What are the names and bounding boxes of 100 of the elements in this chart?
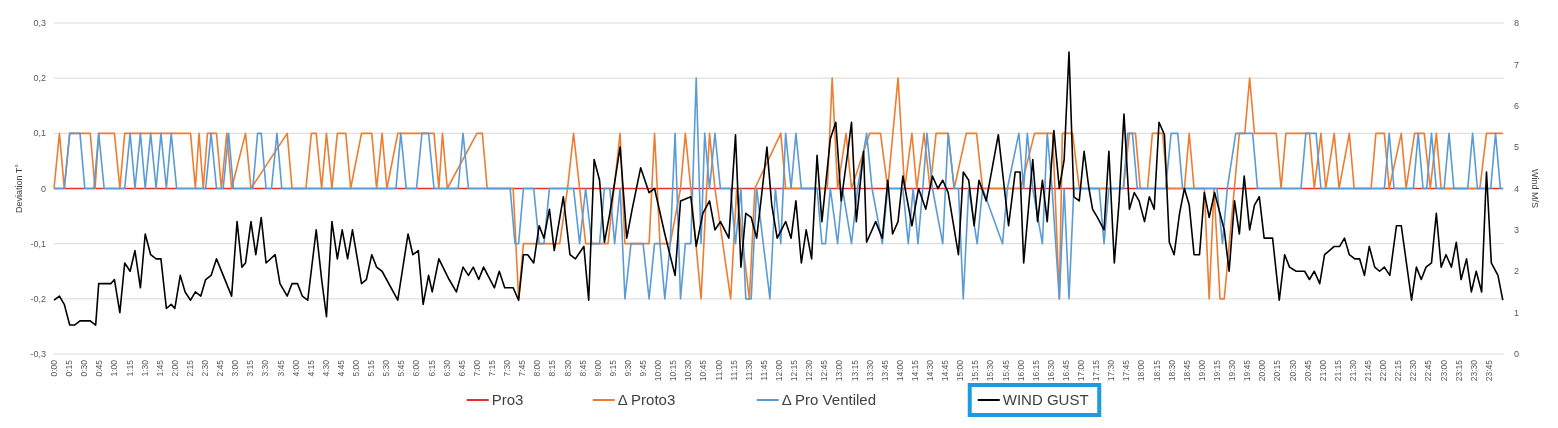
- x-tick-label: 0:00: [48, 359, 59, 377]
- x-tick-label: 23:45: [1483, 359, 1494, 382]
- x-tick-label: 19:45: [1242, 359, 1253, 382]
- x-tick-label: 11:30: [743, 359, 754, 381]
- x-tick-label: 11:45: [758, 359, 769, 381]
- x-tick-label: 17:30: [1106, 359, 1117, 382]
- x-tick-label: 15:45: [1000, 359, 1011, 382]
- x-tick-label: 6:15: [426, 359, 437, 377]
- x-tick-label: 10:15: [668, 359, 679, 382]
- x-tick-label: 14:00: [894, 359, 905, 382]
- legend-label: WIND GUST: [1002, 391, 1089, 409]
- x-tick-label: 12:15: [789, 359, 800, 382]
- x-tick-label: 20:00: [1257, 359, 1268, 382]
- x-tick-label: 3:30: [260, 359, 271, 377]
- x-tick-label: 2:15: [184, 359, 195, 377]
- y-tick-label: 0: [40, 183, 46, 194]
- x-tick-label: 10:30: [683, 359, 694, 382]
- y2-tick-label: 5: [1514, 142, 1520, 153]
- x-tick-label: 11:00: [713, 359, 724, 381]
- x-tick-label: 8:15: [547, 359, 558, 377]
- x-tick-label: 20:45: [1302, 359, 1313, 382]
- x-tick-label: 22:30: [1408, 359, 1419, 382]
- x-tick-label: 7:15: [487, 359, 497, 377]
- x-tick-label: 0:15: [64, 359, 75, 377]
- x-tick-label: 0:30: [79, 359, 90, 377]
- x-tick-label: 5:00: [351, 359, 362, 377]
- x-tick-label: 18:00: [1136, 359, 1147, 382]
- x-tick-label: 2:30: [200, 359, 211, 377]
- x-tick-label: 6:00: [411, 359, 422, 377]
- x-tick-label: 8:30: [562, 359, 573, 377]
- legend-label: Δ Proto3: [617, 391, 676, 409]
- x-tick-label: 16:00: [1015, 359, 1026, 382]
- x-tick-label: 3:00: [230, 359, 241, 377]
- x-tick-label: 6:30: [441, 359, 452, 377]
- x-tick-label: 12:00: [773, 359, 784, 382]
- line-series: [53, 51, 1504, 326]
- x-tick-label: 13:45: [879, 359, 890, 382]
- y2-tick-label: 7: [1514, 59, 1520, 70]
- x-tick-label: 2:00: [169, 359, 180, 377]
- x-tick-label: 0:45: [94, 359, 105, 377]
- x-tick-label: 19:15: [1212, 359, 1222, 382]
- legend-label: Δ Pro Ventiled: [781, 391, 876, 409]
- x-tick-label: 9:15: [607, 359, 618, 377]
- x-tick-label: 23:15: [1453, 359, 1464, 382]
- x-tick-label: 13:15: [849, 359, 860, 382]
- x-tick-label: 4:45: [335, 359, 346, 377]
- y2-tick-label: 8: [1514, 18, 1520, 29]
- x-tick-label: 9:00: [592, 359, 603, 377]
- x-tick-label: 21:45: [1363, 359, 1374, 382]
- y2-tick-label: 6: [1514, 100, 1520, 111]
- x-tick-label: 7:00: [471, 359, 482, 377]
- x-tick-label: 5:15: [366, 359, 377, 377]
- x-tick-label: 22:45: [1423, 359, 1434, 382]
- x-tick-label: 20:15: [1272, 359, 1283, 382]
- y-tick-label: -0,2: [30, 293, 46, 304]
- x-tick-label: 7:45: [517, 359, 528, 377]
- y2-axis-title: Wind M/S: [1530, 168, 1540, 209]
- x-tick-label: 13:00: [834, 359, 845, 382]
- x-tick-label: 19:30: [1227, 359, 1238, 382]
- x-tick-label: 7:30: [502, 359, 513, 377]
- x-tick-label: 22:00: [1378, 359, 1389, 382]
- x-tick-label: 10:00: [653, 359, 664, 382]
- y2-tick-label: 0: [1514, 349, 1520, 360]
- x-tick-label: 17:15: [1091, 359, 1102, 382]
- x-tick-label: 18:30: [1166, 359, 1177, 382]
- x-tick-label: 5:30: [381, 359, 392, 377]
- x-tick-label: 4:00: [290, 359, 301, 377]
- x-tick-label: 16:45: [1060, 359, 1071, 382]
- x-tick-label: 1:30: [139, 359, 150, 377]
- x-tick-label: 6:45: [456, 359, 467, 377]
- x-tick-label: 18:45: [1181, 359, 1192, 382]
- x-tick-label: 1:45: [154, 359, 165, 377]
- x-tick-label: 15:30: [985, 359, 996, 382]
- x-tick-label: 23:30: [1468, 359, 1479, 382]
- y2-tick-label: 1: [1514, 307, 1520, 318]
- x-tick-label: 17:00: [1076, 359, 1087, 382]
- x-tick-label: 15:00: [955, 359, 966, 382]
- x-tick-label: 9:45: [638, 359, 649, 377]
- x-tick-label: 14:45: [940, 359, 951, 382]
- y-tick-label: -0,3: [30, 349, 46, 360]
- x-tick-label: 12:30: [804, 359, 815, 382]
- x-tick-label: 13:30: [864, 359, 875, 382]
- x-tick-label: 8:00: [532, 359, 543, 377]
- x-tick-label: 8:45: [577, 359, 588, 377]
- x-tick-label: 9:30: [622, 359, 633, 377]
- x-tick-label: 21:00: [1317, 359, 1328, 382]
- x-tick-label: 3:45: [275, 359, 286, 377]
- x-tick-label: 5:45: [396, 359, 407, 377]
- x-tick-label: 18:15: [1151, 359, 1162, 382]
- x-tick-label: 2:45: [215, 359, 226, 377]
- x-tick-label: 10:45: [698, 359, 709, 382]
- y2-tick-label: 3: [1514, 225, 1520, 236]
- x-tick-label: 3:15: [245, 359, 256, 377]
- legend-label: Pro3: [491, 391, 524, 409]
- x-tick-label: 19:00: [1196, 359, 1207, 382]
- x-tick-label: 4:30: [320, 359, 331, 377]
- x-tick-label: 21:15: [1332, 359, 1343, 382]
- x-tick-label: 14:30: [925, 359, 936, 382]
- x-tick-label: 22:15: [1393, 359, 1404, 382]
- x-tick-label: 1:00: [109, 359, 120, 377]
